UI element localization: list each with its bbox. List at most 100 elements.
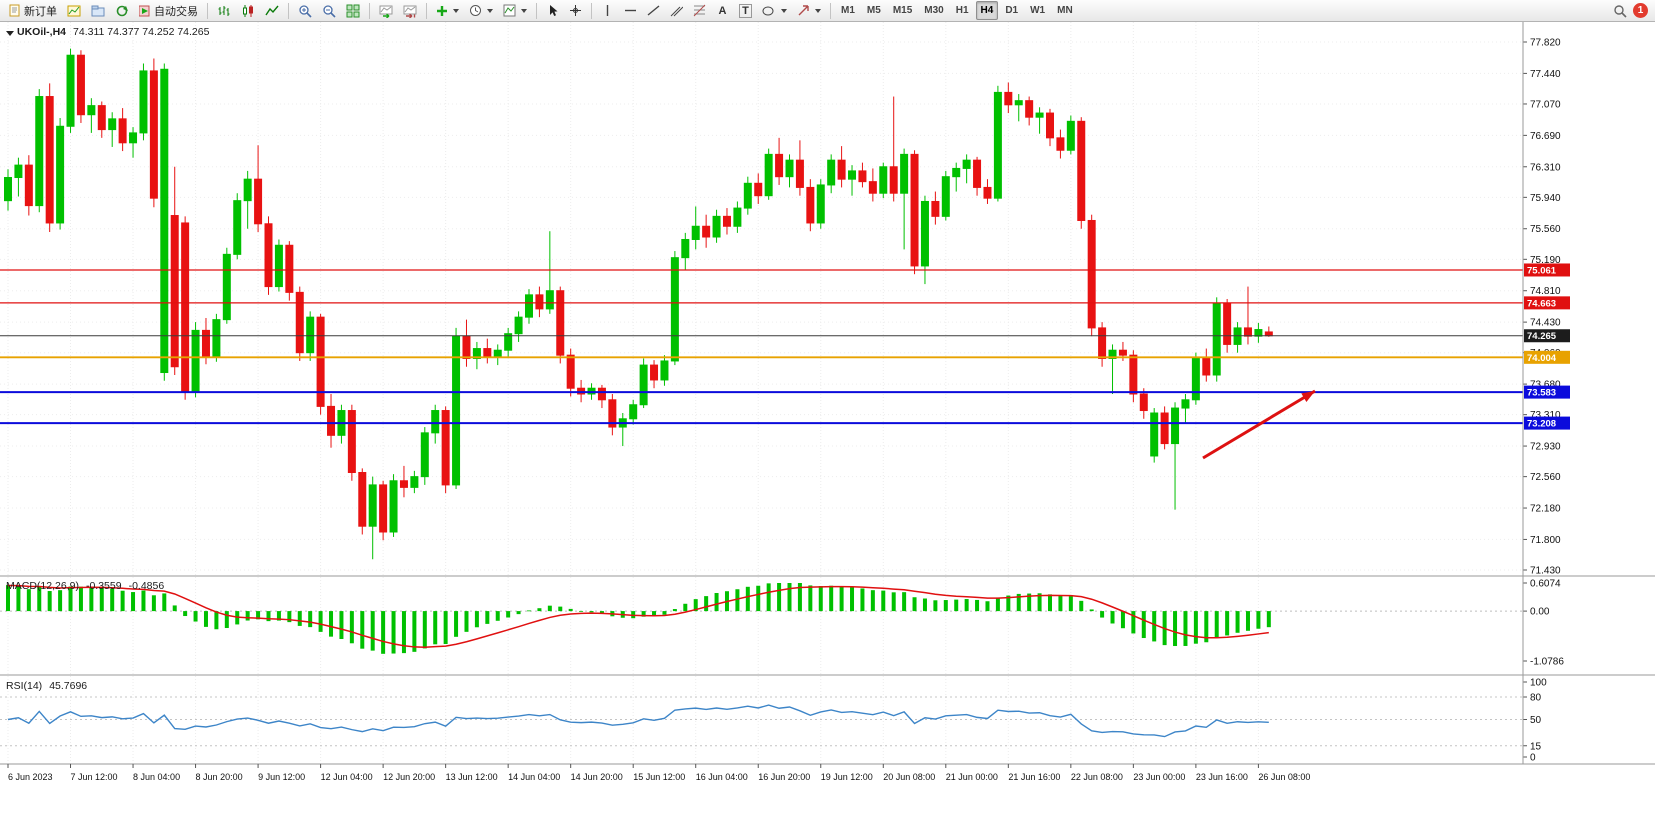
add-indicator-plus-icon bbox=[437, 5, 447, 16]
macd-histogram-bar bbox=[808, 585, 813, 612]
candle-body bbox=[504, 333, 513, 351]
zoom-in-button[interactable] bbox=[294, 1, 316, 20]
new-order-button[interactable]: 新订单 bbox=[4, 1, 61, 20]
toolbar-separator bbox=[426, 2, 427, 19]
macd-histogram-bar bbox=[1235, 611, 1240, 633]
candle-body bbox=[1108, 349, 1117, 359]
refresh-icon bbox=[116, 5, 128, 16]
candle-body bbox=[76, 54, 85, 116]
toolbar-separator bbox=[207, 2, 208, 19]
candle-body bbox=[285, 244, 294, 293]
candle-body bbox=[45, 96, 54, 224]
candle-body bbox=[1129, 354, 1138, 395]
macd-histogram-bar bbox=[1183, 611, 1188, 646]
macd-histogram-bar bbox=[412, 611, 417, 652]
candle-body bbox=[1014, 100, 1023, 106]
text-label-tool-icon: T bbox=[739, 3, 752, 18]
candle-body bbox=[764, 153, 773, 197]
add-indicator-button[interactable] bbox=[432, 1, 463, 20]
horizontal-line-tool-button[interactable] bbox=[620, 1, 641, 20]
vertical-line-tool-button[interactable] bbox=[597, 1, 618, 20]
price-tag-label: 74.004 bbox=[1527, 353, 1557, 364]
candle-body bbox=[1118, 349, 1127, 356]
timeframe-m1-button[interactable]: M1 bbox=[836, 1, 860, 20]
new-chart-button[interactable] bbox=[63, 1, 85, 20]
refresh-button[interactable] bbox=[111, 1, 133, 20]
candle-body bbox=[472, 348, 481, 359]
candle-body bbox=[201, 329, 210, 357]
candle-body bbox=[848, 170, 857, 180]
price-axis-label: 73.310 bbox=[1530, 410, 1561, 421]
candle-body bbox=[1223, 302, 1232, 345]
macd-histogram-bar bbox=[839, 586, 844, 612]
period-button[interactable] bbox=[465, 1, 497, 20]
dropdown-caret-icon bbox=[453, 8, 459, 13]
text-label-tool-button[interactable]: T bbox=[735, 1, 756, 20]
one-click-trading-toggle-icon[interactable] bbox=[6, 31, 14, 36]
macd-histogram-bar bbox=[797, 583, 802, 612]
candle-body bbox=[295, 291, 304, 354]
macd-histogram-bar bbox=[975, 599, 980, 612]
zoom-out-button[interactable] bbox=[318, 1, 340, 20]
timeframe-mn-button[interactable]: MN bbox=[1052, 1, 1078, 20]
candle-body bbox=[212, 319, 221, 357]
line-chart-button[interactable] bbox=[261, 1, 283, 20]
bar-chart-button[interactable] bbox=[213, 1, 235, 20]
time-axis-label: 8 Jun 20:00 bbox=[196, 772, 243, 782]
candle-body bbox=[1098, 327, 1107, 359]
timeframe-m30-button[interactable]: M30 bbox=[919, 1, 948, 20]
candle-body bbox=[962, 159, 971, 169]
macd-histogram-bar bbox=[381, 611, 386, 654]
candle-body bbox=[1150, 412, 1159, 457]
chart-shift-button[interactable] bbox=[399, 1, 421, 20]
macd-histogram-bar bbox=[860, 588, 865, 612]
candle-body bbox=[754, 182, 763, 197]
timeframe-h4-button[interactable]: H4 bbox=[975, 1, 999, 20]
new-order-icon bbox=[9, 4, 20, 17]
tile-windows-button[interactable] bbox=[342, 1, 364, 20]
macd-histogram-bar bbox=[756, 585, 761, 612]
candle-body bbox=[879, 166, 888, 194]
timeframe-m15-button[interactable]: M15 bbox=[888, 1, 917, 20]
autotrading-button[interactable]: 自动交易 bbox=[135, 1, 202, 20]
macd-histogram-bar bbox=[318, 611, 323, 632]
time-axis-label: 19 Jun 12:00 bbox=[821, 772, 873, 782]
candle-body bbox=[1004, 91, 1013, 106]
profiles-button[interactable] bbox=[87, 1, 109, 20]
candlestick-chart-button[interactable] bbox=[237, 1, 259, 20]
template-button[interactable] bbox=[499, 1, 531, 20]
text-tool-button[interactable]: A bbox=[712, 1, 733, 20]
macd-histogram-bar bbox=[151, 595, 156, 612]
timeframe-m5-button[interactable]: M5 bbox=[862, 1, 886, 20]
auto-scroll-button[interactable] bbox=[375, 1, 397, 20]
macd-histogram-bar bbox=[662, 611, 667, 615]
trendline-tool-button[interactable] bbox=[643, 1, 664, 20]
notification-badge[interactable]: 1 bbox=[1633, 3, 1648, 18]
shapes-tool-button[interactable] bbox=[758, 1, 791, 20]
candle-body bbox=[941, 176, 950, 217]
macd-histogram-bar bbox=[193, 611, 198, 622]
fibonacci-tool-button[interactable] bbox=[689, 1, 710, 20]
trend-arrow[interactable] bbox=[1202, 389, 1316, 460]
macd-histogram-bar bbox=[183, 611, 188, 617]
shapes-icon bbox=[762, 6, 774, 15]
chart-window[interactable]: UKOil-,H4 74.311 74.377 74.252 74.265 MA… bbox=[0, 22, 1655, 829]
chart-canvas[interactable]: 77.820 77.440 77.070 76.690 76.310 75.940 75.5… bbox=[0, 22, 1655, 829]
crosshair-button[interactable] bbox=[565, 1, 586, 20]
candle-body bbox=[222, 253, 231, 321]
timeframe-d1-button[interactable]: D1 bbox=[1000, 1, 1023, 20]
macd-histogram-bar bbox=[58, 590, 63, 612]
dropdown-caret-icon bbox=[781, 8, 787, 13]
candle-body bbox=[170, 215, 179, 368]
time-axis-label: 12 Jun 04:00 bbox=[321, 772, 373, 782]
arrows-tool-button[interactable] bbox=[793, 1, 825, 20]
timeframe-w1-button[interactable]: W1 bbox=[1025, 1, 1050, 20]
cursor-button[interactable] bbox=[542, 1, 563, 20]
timeframe-h1-button[interactable]: H1 bbox=[951, 1, 974, 20]
search-button[interactable] bbox=[1609, 1, 1631, 20]
time-axis-label: 15 Jun 12:00 bbox=[633, 772, 685, 782]
price-axis-label: 72.180 bbox=[1530, 504, 1561, 515]
macd-histogram-bar bbox=[1089, 609, 1094, 612]
channel-tool-button[interactable] bbox=[666, 1, 687, 20]
macd-histogram-bar bbox=[349, 611, 354, 644]
